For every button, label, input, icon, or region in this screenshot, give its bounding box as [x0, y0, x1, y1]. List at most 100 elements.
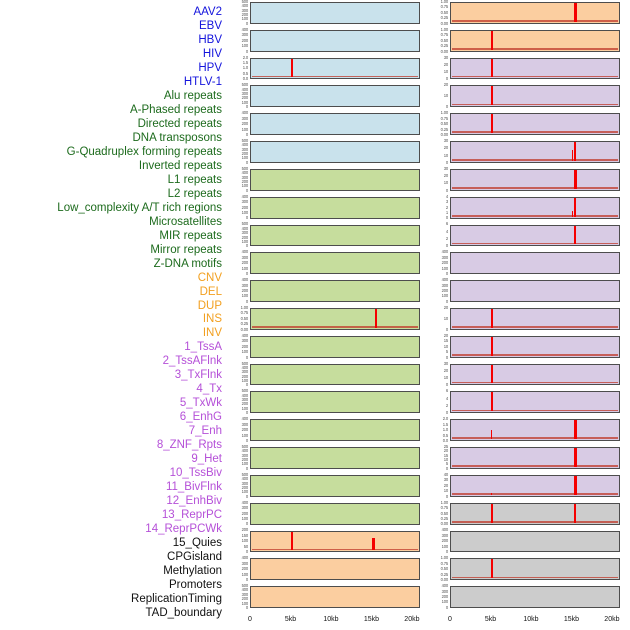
y-tick-label: 200 [441, 538, 449, 544]
track-panel: 0 100 200 300 400 [228, 250, 420, 278]
y-axis-ticks: 0 100 200 300 400 500 [228, 221, 249, 251]
y-axis-ticks: 0 100 200 300 400 [228, 110, 249, 139]
y-tick-label: 0 [445, 549, 448, 555]
y-tick-label: 300 [241, 230, 249, 236]
track-label: TAD_boundary [145, 607, 223, 619]
track-panel: 0 100 200 300 400 500 [228, 83, 420, 111]
track-panel: 0 100 200 300 400 500 [228, 583, 420, 612]
x-tick-label: 15kb [363, 616, 380, 623]
y-tick-label: 100 [241, 16, 249, 22]
data-spike [374, 309, 377, 328]
y-axis-ticks: 0 100 200 300 400 500 [228, 444, 249, 473]
track-label: CPGisland [167, 551, 222, 564]
track-label: 4_Tx [196, 383, 222, 396]
plot-area [450, 113, 620, 136]
plot-area [450, 391, 620, 414]
y-tick-label: 300 [241, 7, 249, 13]
track-panel: 0 100 200 300 400 [228, 194, 420, 223]
y-tick-label: 200 [241, 37, 249, 43]
baseline-track [452, 326, 618, 328]
y-tick-label: 400 [241, 555, 249, 561]
y-tick-label: 300 [241, 282, 249, 288]
y-tick-label: 200 [241, 11, 249, 17]
plot-area [250, 29, 420, 52]
y-tick-label: 0 [245, 521, 248, 527]
y-tick-label: 0 [445, 493, 448, 499]
y-tick-label: 500 [241, 471, 249, 477]
y-tick-label: 0.75 [240, 310, 249, 316]
y-tick-label: 300 [441, 588, 449, 594]
y-tick-label: 0 [245, 577, 248, 583]
track-label: Inverted repeats [138, 159, 222, 172]
y-tick-label: 100 [241, 349, 249, 355]
y-tick-label: 400 [241, 448, 249, 454]
plot-area [250, 558, 420, 581]
x-tick-label: 0 [448, 616, 452, 623]
baseline-track [452, 20, 618, 22]
plot-area [450, 141, 620, 163]
y-tick-label: 200 [241, 260, 249, 266]
x-tick-label: 5kb [284, 616, 297, 623]
y-tick-label: 2.0 [442, 416, 448, 422]
y-tick-label: 200 [241, 287, 249, 293]
x-axis: 0 5kb 10kb 15kb 20kb [448, 614, 620, 630]
y-tick-label: 0 [245, 243, 248, 249]
y-tick-label: 30 [443, 54, 448, 60]
y-tick-label: 100 [241, 489, 249, 495]
track-panel: 0 10 20 30 [428, 166, 620, 195]
data-spike [491, 429, 493, 440]
y-tick-label: 0 [445, 410, 448, 416]
track-label: INS [202, 313, 222, 326]
data-spike [491, 503, 494, 523]
x-tick-label: 15kb [563, 616, 580, 623]
baseline-track [452, 409, 618, 412]
track-label: 6_EnhG [179, 411, 222, 424]
y-axis-ticks: 0 100 200 300 400 [228, 194, 249, 223]
y-tick-label: 200 [241, 527, 249, 533]
track-panel: 0 100 200 300 400 [228, 499, 420, 529]
y-tick-label: 400 [241, 364, 249, 370]
plot-area [250, 530, 420, 553]
x-tick-label: 20kb [404, 616, 420, 623]
y-tick-label: 0 [245, 131, 248, 137]
plot-area [450, 474, 620, 497]
y-tick-label: 500 [241, 221, 249, 227]
track-label: HTLV-1 [183, 75, 222, 88]
track-panel: 0 100 200 300 400 500 [228, 444, 420, 473]
track-label: Directed repeats [137, 117, 222, 130]
baseline-track [252, 548, 418, 551]
y-tick-label: 1.00 [440, 555, 449, 561]
plot-area [450, 85, 620, 108]
y-tick-label: 0 [445, 187, 448, 193]
track-panel: 0 100 200 300 400 [428, 528, 620, 557]
data-spike [491, 58, 494, 78]
baseline-track [452, 214, 618, 217]
y-tick-label: 100 [241, 432, 249, 438]
y-tick-label: 2.0 [242, 54, 248, 60]
y-tick-label: 5 [445, 349, 448, 355]
y-tick-label: 20 [443, 482, 448, 488]
y-tick-label: 0 [445, 382, 448, 388]
y-tick-label: 100 [441, 543, 449, 549]
y-tick-label: 300 [441, 254, 449, 260]
y-axis-ticks: 0 10 20 [428, 305, 448, 334]
plot-area [450, 168, 620, 191]
track-panel: 0.00 0.25 0.50 0.75 1.00 [428, 0, 620, 28]
y-tick-label: 300 [241, 591, 249, 597]
track-panel: 0 50 100 150 200 [228, 527, 420, 557]
y-tick-label: 0.00 [240, 326, 249, 332]
y-tick-label: 500 [241, 165, 249, 171]
y-tick-label: 400 [241, 499, 249, 505]
baseline-track [452, 159, 618, 161]
y-tick-label: 100 [441, 599, 449, 605]
y-tick-label: 0.25 [440, 571, 449, 577]
y-tick-label: 15 [443, 452, 448, 458]
y-tick-label: 100 [241, 571, 249, 577]
y-axis-ticks: 0 100 200 300 400 [428, 250, 449, 278]
y-tick-label: 0.00 [440, 48, 449, 54]
y-tick-label: 5 [445, 461, 448, 467]
plot-area [250, 57, 420, 80]
y-tick-label: 0 [445, 271, 448, 277]
track-panel: 0 10 20 30 [428, 361, 620, 390]
